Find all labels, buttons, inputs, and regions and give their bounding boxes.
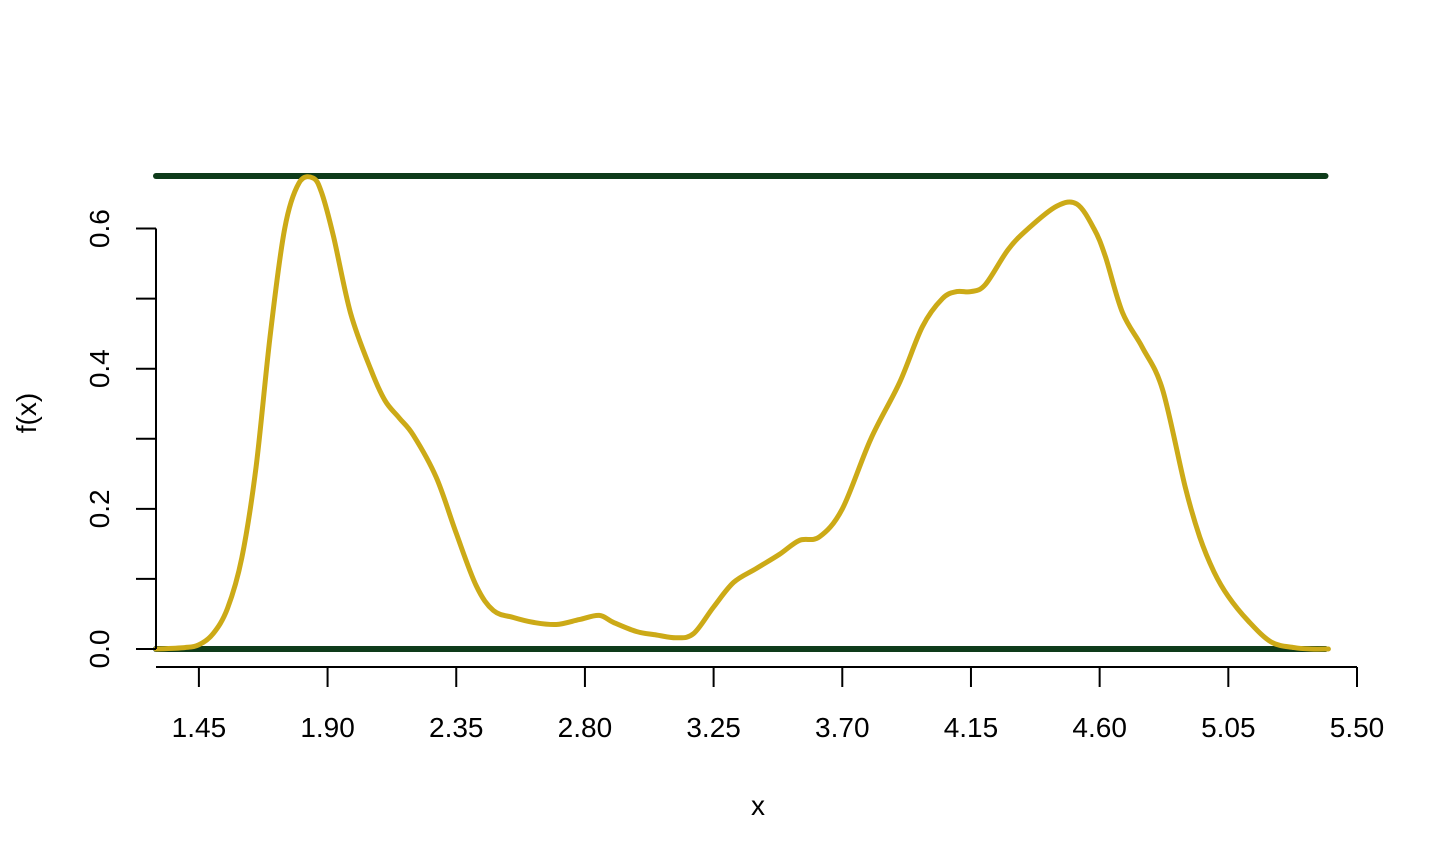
series-layer — [153, 174, 1331, 652]
y-tick-label: 0.0 — [84, 630, 115, 669]
x-tick-label: 5.05 — [1201, 712, 1256, 743]
x-tick-label: 5.50 — [1330, 712, 1385, 743]
y-tick-label: 0.6 — [84, 209, 115, 248]
x-tick-label: 3.70 — [815, 712, 870, 743]
y-tick-label: 0.2 — [84, 489, 115, 528]
x-tick-label: 4.60 — [1072, 712, 1127, 743]
x-tick-label: 2.80 — [558, 712, 613, 743]
x-tick-label: 1.45 — [172, 712, 227, 743]
reference-lines — [153, 173, 1329, 652]
y-axis: 0.0 0.2 0.4 0.6 — [84, 209, 157, 669]
x-axis-title: x — [751, 790, 765, 821]
y-axis-title: f(x) — [11, 393, 42, 433]
x-tick-label: 4.15 — [944, 712, 999, 743]
density-series-line-0 — [153, 174, 1331, 652]
x-tick-label: 3.25 — [686, 712, 741, 743]
y-tick-label: 0.4 — [84, 349, 115, 388]
x-tick-label: 1.90 — [300, 712, 355, 743]
x-tick-label: 2.35 — [429, 712, 484, 743]
x-axis: 1.45 1.90 2.35 2.80 3.25 3.70 4.15 4.60 5.05 5.50 — [156, 666, 1385, 743]
